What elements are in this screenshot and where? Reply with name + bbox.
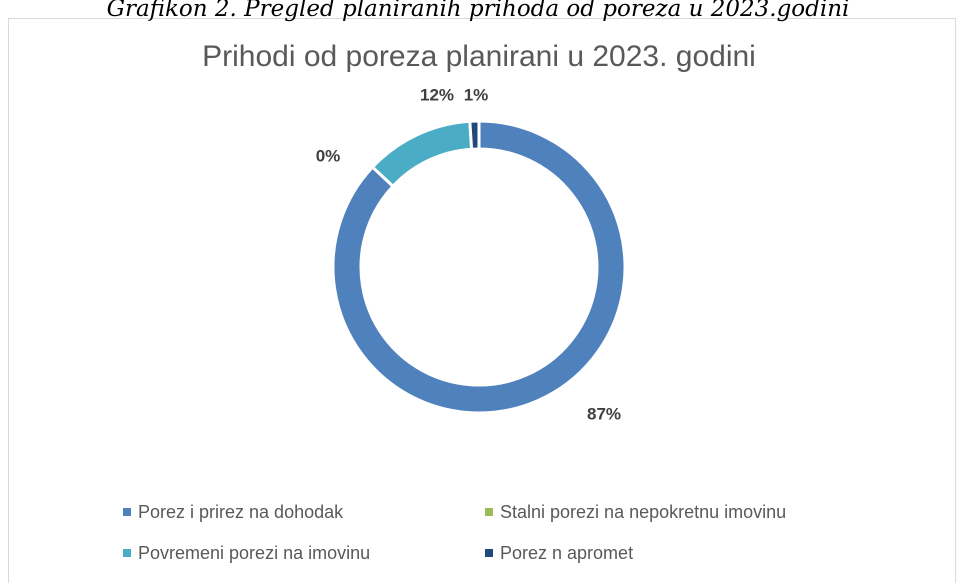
legend-label: Porez n apromet [500, 543, 633, 563]
chart-frame [8, 18, 956, 583]
data-label: 12% [420, 85, 454, 104]
donut-slice [468, 119, 481, 151]
data-label: 1% [464, 85, 489, 104]
legend-swatch [123, 549, 131, 557]
legend-swatch [123, 508, 131, 516]
legend-swatch [485, 508, 493, 516]
data-label: 87% [587, 404, 621, 423]
legend-label: Stalni porezi na nepokretnu imovinu [500, 502, 786, 522]
donut-slice [331, 119, 627, 415]
caption: Grafikon 2. Pregled planiranih prihoda o… [107, 0, 850, 22]
legend-label: Povremeni porezi na imovinu [138, 543, 370, 563]
legend-swatch [485, 549, 493, 557]
legend-label: Porez i prirez na dohodak [138, 502, 344, 522]
chart-title: Prihodi od poreza planirani u 2023. godi… [202, 40, 756, 73]
data-label: 0% [316, 146, 341, 165]
